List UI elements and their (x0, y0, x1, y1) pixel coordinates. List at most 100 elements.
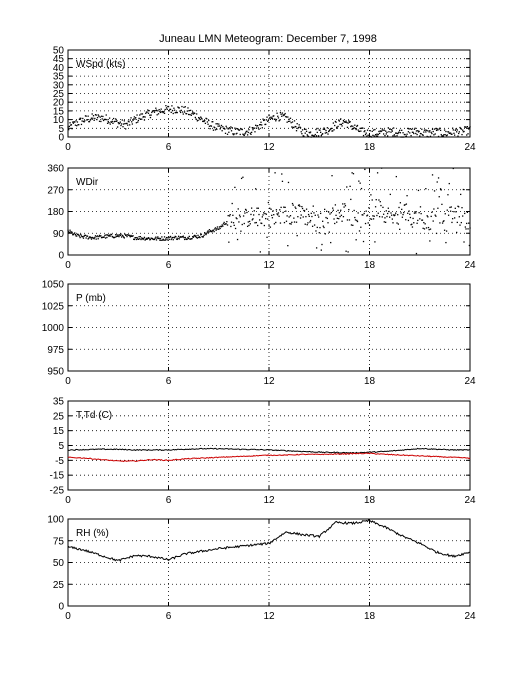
data-point (437, 129, 439, 131)
data-point (196, 113, 198, 115)
data-point (163, 239, 165, 241)
data-point (248, 220, 251, 223)
data-point (303, 210, 306, 212)
data-point (435, 129, 438, 132)
data-point (199, 118, 201, 121)
data-point (413, 128, 416, 130)
data-point (269, 117, 271, 119)
data-point (186, 110, 188, 112)
x-tick-label: 18 (364, 611, 376, 622)
data-point (246, 130, 248, 132)
data-point (283, 114, 285, 117)
data-point (275, 209, 278, 211)
data-point (107, 234, 109, 237)
y-tick-label: 20 (53, 98, 65, 109)
data-point (242, 215, 245, 217)
data-point (192, 113, 194, 115)
data-point (227, 214, 229, 217)
data-point (287, 120, 290, 123)
data-point (255, 124, 257, 126)
data-point (148, 110, 150, 112)
data-point (173, 236, 175, 239)
data-point (233, 224, 235, 227)
data-point (158, 237, 160, 240)
data-point (429, 240, 431, 242)
data-point (371, 130, 373, 133)
data-point (366, 215, 368, 217)
data-point (100, 235, 102, 237)
data-point (97, 114, 99, 116)
data-point (285, 210, 287, 212)
x-tick-label: 18 (364, 260, 376, 271)
data-point (384, 134, 386, 137)
data-point (304, 132, 306, 134)
data-point (377, 133, 379, 136)
data-point (380, 167, 383, 169)
data-point (243, 222, 245, 225)
data-point (190, 238, 192, 240)
data-point (358, 180, 360, 182)
data-point (346, 126, 349, 128)
data-point (251, 219, 253, 221)
data-point (443, 229, 446, 231)
data-point (123, 120, 125, 122)
data-point (137, 238, 140, 240)
y-tick-label: 360 (47, 164, 64, 175)
data-point (200, 233, 203, 235)
data-point (297, 216, 299, 218)
data-point (451, 218, 454, 220)
data-point (407, 131, 410, 133)
data-point (295, 126, 297, 128)
data-point (150, 114, 152, 116)
data-point (319, 212, 322, 215)
data-point (323, 127, 325, 129)
x-tick-label: 0 (65, 142, 71, 153)
data-point (70, 124, 72, 126)
data-point (305, 128, 307, 131)
data-point (136, 236, 138, 239)
data-point (169, 108, 172, 111)
data-point (458, 206, 460, 208)
data-point (146, 238, 148, 240)
data-point (372, 134, 374, 136)
data-point (110, 121, 112, 123)
data-point (79, 236, 81, 239)
data-point (389, 216, 391, 218)
data-point (208, 119, 210, 122)
data-point (87, 115, 89, 117)
x-tick-label: 18 (364, 142, 376, 153)
data-point (161, 236, 163, 238)
data-point (67, 126, 69, 128)
data-point (397, 132, 399, 135)
data-point (267, 119, 270, 121)
x-tick-label: 12 (263, 260, 275, 271)
data-point (385, 210, 387, 212)
data-point (111, 235, 113, 238)
data-point (129, 119, 132, 121)
data-point (129, 236, 132, 238)
data-point (319, 226, 321, 229)
data-point (239, 216, 241, 218)
data-point (72, 234, 74, 236)
data-point (193, 112, 195, 114)
data-point (280, 113, 282, 115)
data-point (259, 124, 261, 126)
data-point (271, 214, 273, 217)
data-point (368, 224, 371, 227)
data-point (286, 215, 288, 217)
data-point (435, 127, 437, 130)
data-point (456, 129, 458, 131)
data-point (267, 218, 269, 220)
data-point (431, 128, 434, 130)
data-point (91, 113, 93, 115)
data-point (238, 221, 240, 223)
data-point (73, 232, 75, 235)
data-point (331, 130, 333, 132)
data-point (129, 124, 131, 126)
data-point (176, 238, 178, 241)
x-tick-label: 18 (364, 376, 376, 387)
data-point (315, 230, 317, 232)
data-point (330, 211, 333, 214)
x-tick-label: 12 (263, 142, 275, 153)
data-point (118, 122, 121, 124)
